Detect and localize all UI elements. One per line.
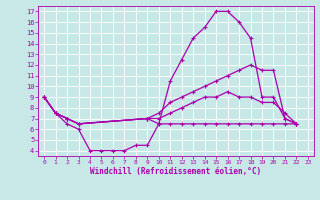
X-axis label: Windchill (Refroidissement éolien,°C): Windchill (Refroidissement éolien,°C) [91, 167, 261, 176]
